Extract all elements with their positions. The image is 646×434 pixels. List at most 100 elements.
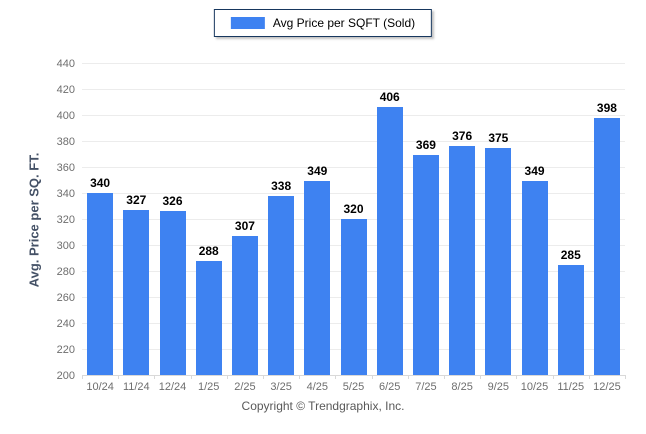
x-tick-label: 5/25 [342,381,365,393]
bar [159,211,186,375]
y-tick-label: 280 [56,266,75,278]
bar [123,209,150,375]
y-tick-label: 240 [56,318,75,330]
bar [340,219,367,375]
x-tick-label: 12/25 [593,381,621,393]
x-axis-tick-mark [154,375,156,379]
x-tick-label: 11/24 [122,381,150,393]
bar [521,181,548,375]
bar [593,117,620,375]
bar [485,147,512,375]
x-axis-tick-mark [226,375,228,379]
bar [449,146,476,375]
y-tick-label: 340 [56,188,75,200]
x-axis-tick-mark [516,375,518,379]
x-axis-tick-mark [299,375,301,379]
legend-label: Avg Price per SQFT (Sold) [272,16,416,30]
bar-value-label: 320 [343,202,364,216]
x-axis-tick-mark [371,375,373,379]
bar-column: 406 6/25 [372,63,408,393]
bar-column: 398 12/25 [589,63,625,393]
gridline [82,88,625,90]
x-axis-tick-mark [625,375,626,379]
y-tick-label: 360 [56,162,75,174]
y-tick-label: 260 [56,292,75,304]
bar-column: 369 7/25 [408,63,444,393]
copyright: Copyright © Trendgraphix, Inc. [241,399,405,413]
x-axis-tick-mark [480,375,482,379]
y-tick-label: 440 [56,58,75,70]
x-tick-label: 3/25 [270,381,292,393]
bar-value-label: 349 [524,164,545,179]
y-axis-tick-labels: 200 220 240 260 280 300 320 340 360 380 400 420 440 [40,58,75,382]
x-axis-tick-mark [118,375,120,379]
y-tick-label: 200 [56,370,75,382]
bar-column: 349 10/25 [516,63,552,393]
x-tick-label: 10/24 [86,381,114,393]
y-tick-label: 400 [56,110,75,122]
x-tick-label: 8/25 [451,381,473,393]
bar-value-label: 327 [126,192,147,207]
bar-value-label: 398 [596,100,617,115]
gridline [82,192,625,194]
bar-column: 327 11/24 [118,63,154,393]
gridline [82,140,625,142]
bar [87,193,114,375]
x-axis-tick-mark [552,375,554,379]
bar-value-label: 376 [452,129,473,144]
bar-value-label: 375 [488,130,509,145]
gridline [82,166,625,168]
bar-column: 376 8/25 [444,63,480,393]
x-tick-label: 7/25 [415,381,437,393]
x-tick-label: 2/25 [234,381,256,393]
bar [195,260,222,375]
y-tick-label: 380 [56,136,75,148]
bar [231,235,258,375]
y-tick-label: 320 [56,214,75,226]
x-axis-tick-mark [263,375,264,379]
x-tick-label: 4/25 [306,381,329,393]
x-axis-tick-mark [407,375,409,379]
bar-value-label: 338 [271,178,292,193]
bar-column: 285 11/25 [553,63,589,394]
x-tick-label: 9/25 [487,381,510,393]
bar [304,181,331,375]
bar-value-label: 340 [90,176,111,190]
y-tick-label: 300 [56,240,75,252]
y-tick-label: 420 [56,84,75,96]
bar-value-label: 285 [560,247,581,262]
plot-area: 340 10/24 327 11/24 326 12/24 288 1/25 307 2/25 33… [82,62,626,394]
x-tick-label: 11/25 [557,381,585,393]
x-axis-tick-mark [444,375,445,379]
bar-column: 288 1/25 [191,63,227,393]
legend: Avg Price per SQFT (Sold) [213,9,433,37]
gridline [82,62,625,64]
bar-column: 338 3/25 [263,63,299,393]
bar-column: 375 9/25 [480,63,516,393]
bar-column: 340 10/24 [82,63,118,393]
bar-value-label: 406 [379,90,400,105]
bar-value-label: 369 [415,138,436,153]
bar [376,107,403,375]
bar [268,195,295,375]
x-tick-label: 6/25 [379,381,401,393]
y-tick-label: 220 [56,344,75,356]
bar-column: 326 12/24 [154,63,190,393]
bar-column: 349 4/25 [299,63,335,393]
bar-value-label: 288 [198,243,219,258]
bar [412,155,439,375]
x-axis-tick-mark [335,375,337,379]
bar-column: 320 5/25 [335,63,371,393]
bar-column: 307 2/25 [227,63,263,393]
legend-swatch-icon [230,17,265,29]
x-axis-tick-mark [588,375,590,379]
bar [557,264,584,375]
bar-value-label: 307 [234,218,255,233]
bar-value-label: 326 [162,194,183,209]
x-tick-label: 12/24 [158,381,187,393]
x-tick-label: 10/25 [520,381,549,393]
bar-columns: 340 10/24 327 11/24 326 12/24 288 1/25 307 2/25 33… [82,63,625,394]
gridline [82,114,625,116]
x-axis-tick-mark [82,375,83,379]
